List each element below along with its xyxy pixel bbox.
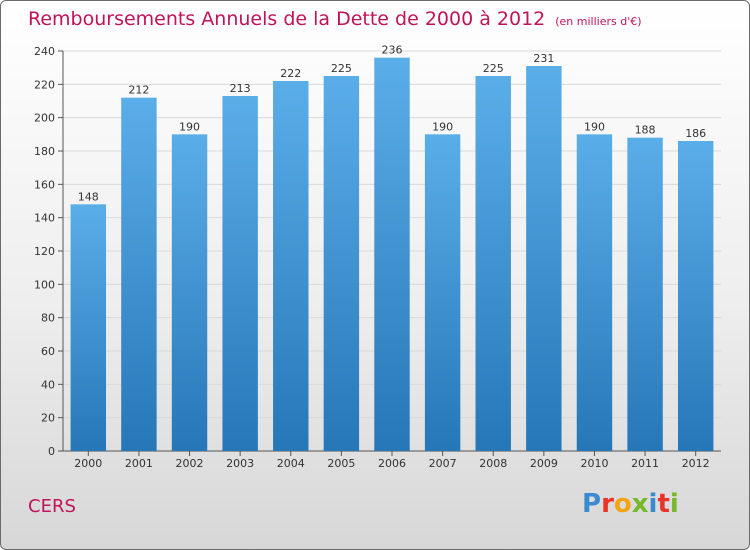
logo-letter: x [631,489,649,519]
chart-title: Remboursements Annuels de la Dette de 20… [28,8,642,30]
bars [70,57,714,452]
y-tick-label: 20 [41,412,55,425]
data-label-2001: 212 [128,84,149,97]
x-tick-label-2007: 2007 [429,457,457,470]
chart-title-text: Remboursements Annuels de la Dette de 20… [28,8,546,30]
commune-name: CERS [28,496,76,517]
x-tick-label-2004: 2004 [277,457,305,470]
bar-2006 [374,57,410,452]
x-tick-label-2005: 2005 [327,457,355,470]
bar-2000 [70,204,107,451]
data-label-2000: 148 [78,190,99,203]
bar-2008 [475,76,511,451]
bar-2005 [323,76,360,451]
data-label-2010: 190 [584,120,605,133]
chart-subtitle: (en milliers d'€) [555,15,642,28]
x-tick-label-2001: 2001 [125,457,153,470]
y-tick-label: 200 [34,112,55,125]
data-label-2002: 190 [179,120,200,133]
logo-letter: r [601,489,614,519]
y-tick-label: 120 [34,245,55,258]
x-tick-label-2006: 2006 [378,457,406,470]
x-tick-label-2002: 2002 [176,457,204,470]
data-label-2009: 231 [533,52,554,65]
y-tick-label: 80 [41,312,55,325]
data-label-2007: 190 [432,120,453,133]
y-tick-label: 60 [41,345,55,358]
data-label-2012: 186 [685,127,706,140]
logo-letter: o [613,489,632,519]
bar-2010 [576,134,613,452]
x-tick-label-2008: 2008 [479,457,507,470]
bar-2009 [526,66,562,451]
data-label-2008: 225 [483,62,504,75]
data-label-2006: 236 [382,44,403,57]
bar-2001 [121,97,157,452]
y-tick-label: 0 [48,445,55,458]
bar-2003 [222,96,258,451]
data-label-2005: 225 [331,62,352,75]
x-tick-label-2011: 2011 [631,457,659,470]
y-tick-label: 40 [41,378,55,391]
data-label-2011: 188 [635,124,656,137]
data-label-2004: 222 [280,67,301,80]
bar-2012 [677,141,714,451]
logo-letter: i [648,489,658,519]
bar-2011 [627,137,663,451]
logo-letter: P [582,489,602,519]
x-tick-label-2000: 2000 [74,457,102,470]
logo-letter: i [669,489,679,519]
data-label-2003: 213 [230,82,251,95]
y-tick-label: 180 [34,145,55,158]
y-tick-label: 160 [34,178,55,191]
x-tick-label-2012: 2012 [682,457,710,470]
x-tick-label-2010: 2010 [580,457,608,470]
bar-2002 [171,134,208,452]
bar-2004 [273,81,309,451]
x-tick-label-2003: 2003 [226,457,254,470]
y-tick-label: 240 [34,45,55,58]
y-tick-label: 100 [34,278,55,291]
x-tick-label-2009: 2009 [530,457,558,470]
logo-letter: t [657,489,670,519]
proxiti-logo: Proxiti [582,489,679,519]
y-tick-label: 220 [34,78,55,91]
y-tick-label: 140 [34,212,55,225]
labels: 0 20 40 60 80 100 120 140 160 180 200 220 240 148 2000… [34,44,710,470]
bar-2007 [424,134,461,452]
